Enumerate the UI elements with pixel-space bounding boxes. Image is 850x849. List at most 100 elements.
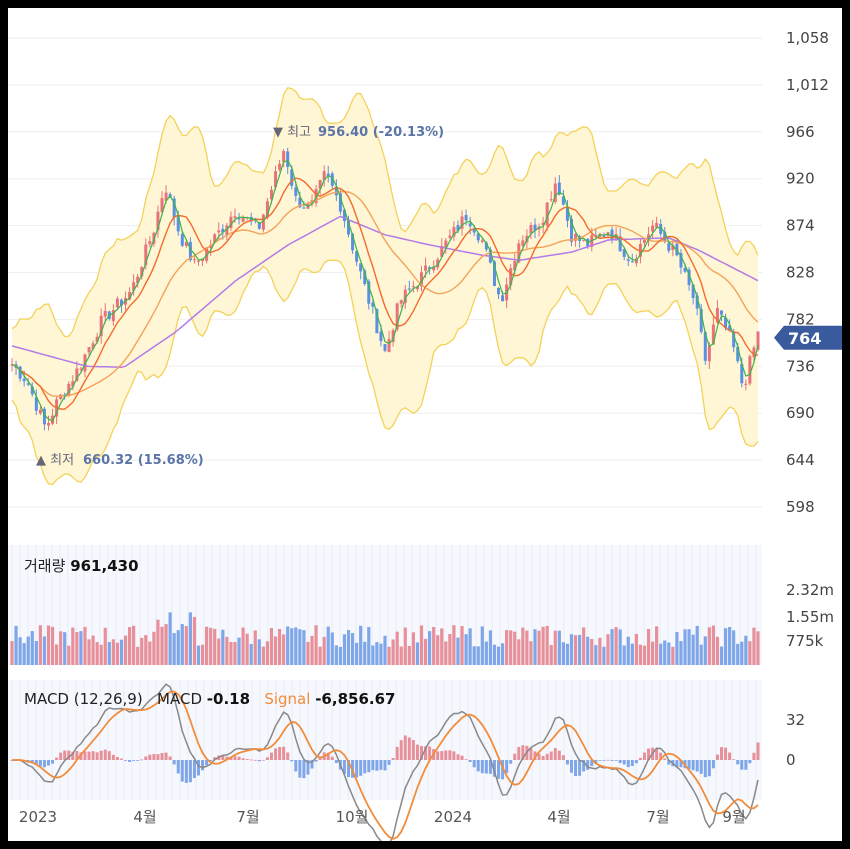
volume-bar — [225, 636, 229, 665]
candle-body — [565, 206, 569, 221]
volume-bar — [107, 642, 111, 665]
macd-histogram-bar — [257, 760, 261, 762]
macd-histogram-bar — [140, 759, 144, 761]
candle-body — [71, 381, 75, 387]
candle-body — [720, 310, 724, 315]
candle-body — [302, 207, 306, 209]
volume-bar — [10, 641, 14, 665]
volume-bar — [663, 640, 667, 665]
macd-tick-label: 0 — [786, 751, 796, 769]
volume-bar — [290, 628, 294, 665]
volume-value: 961,430 — [70, 557, 139, 575]
volume-bar — [476, 646, 480, 665]
candle-body — [444, 240, 448, 248]
candle-body — [241, 217, 245, 222]
macd-histogram-bar — [411, 740, 415, 760]
volume-bar — [525, 630, 529, 665]
volume-bar — [355, 642, 359, 665]
macd-histogram-bar — [371, 760, 375, 771]
stock-chart[interactable]: 1,058 1,012 966 920 874 828 782 736 690 644 598 764… — [8, 8, 842, 841]
candle-body — [290, 169, 294, 186]
candle-body — [18, 366, 22, 379]
candle-body — [594, 235, 598, 237]
volume-bar — [650, 641, 655, 665]
candle-body — [217, 230, 221, 233]
candle-body — [371, 302, 375, 307]
volume-bar — [22, 643, 26, 665]
volume-bar — [569, 634, 574, 665]
macd-histogram-bar — [67, 750, 71, 760]
macd-histogram-bar — [448, 750, 452, 760]
price-tick-label: 1,012 — [786, 76, 829, 94]
volume-bar — [606, 634, 610, 665]
candle-body — [497, 287, 501, 295]
candle-body — [748, 356, 752, 384]
candle-body — [318, 179, 322, 189]
volume-bar — [582, 627, 586, 665]
candle-body — [561, 196, 565, 205]
macd-histogram-bar — [728, 752, 732, 760]
macd-histogram-bar — [634, 760, 638, 764]
candle-body — [691, 284, 695, 299]
volume-bar — [561, 642, 565, 665]
volume-bar — [509, 630, 513, 665]
volume-bar — [245, 633, 249, 665]
volume-bar — [205, 626, 209, 665]
macd-histogram-bar — [188, 760, 192, 783]
candle-body — [411, 286, 415, 288]
candle-body — [257, 223, 261, 229]
macd-histogram-bar — [468, 760, 472, 763]
volume-bar — [237, 637, 241, 665]
candle-body — [736, 346, 740, 362]
volume-bar — [557, 630, 561, 665]
candle-body — [513, 260, 517, 271]
volume-bar — [415, 642, 420, 665]
macd-histogram-bar — [472, 760, 476, 768]
volume-bar — [505, 630, 509, 665]
candle-body — [655, 222, 659, 228]
volume-bar — [261, 646, 265, 665]
signal-label: Signal — [264, 690, 311, 708]
candle-body — [221, 228, 225, 233]
candle-body — [428, 267, 432, 269]
candle-body — [75, 368, 79, 381]
volume-bar — [407, 645, 411, 665]
macd-histogram-bar — [225, 756, 229, 760]
volume-bar — [318, 646, 322, 665]
macd-value: -0.18 — [206, 690, 251, 708]
macd-histogram-bar — [497, 760, 501, 779]
candle-body — [436, 259, 440, 268]
macd-histogram-bar — [517, 746, 521, 760]
candle-body — [265, 201, 269, 218]
volume-label: 거래량 — [24, 557, 66, 575]
volume-bar — [573, 635, 578, 665]
volume-bar — [699, 644, 703, 665]
macd-histogram-bar — [415, 744, 419, 760]
volume-bar — [500, 643, 505, 665]
volume-bar — [253, 630, 257, 665]
volume-bar — [50, 626, 55, 665]
macd-histogram-bar — [310, 760, 314, 769]
candle-body — [529, 225, 533, 234]
volume-bar — [265, 641, 270, 665]
candle-body — [87, 347, 91, 353]
volume-bar — [711, 625, 716, 665]
candle-body — [95, 336, 99, 342]
volume-bar — [517, 639, 521, 665]
candle-body — [602, 235, 606, 237]
candle-body — [184, 241, 188, 246]
macd-histogram-bar — [51, 760, 55, 764]
macd-histogram-bar — [367, 760, 371, 773]
macd-histogram-bar — [115, 756, 119, 760]
ma120-line — [11, 215, 759, 369]
candle-body — [732, 331, 736, 348]
macd-histogram-bar — [707, 760, 711, 777]
candle-body — [99, 315, 103, 337]
volume-bar — [367, 627, 371, 665]
volume-bar — [200, 644, 205, 665]
candle-body — [197, 260, 200, 262]
price-tick-label: 644 — [786, 451, 815, 469]
volume-bar — [521, 627, 525, 665]
macd-histogram-bar — [570, 760, 573, 773]
volume-bar — [683, 629, 687, 665]
